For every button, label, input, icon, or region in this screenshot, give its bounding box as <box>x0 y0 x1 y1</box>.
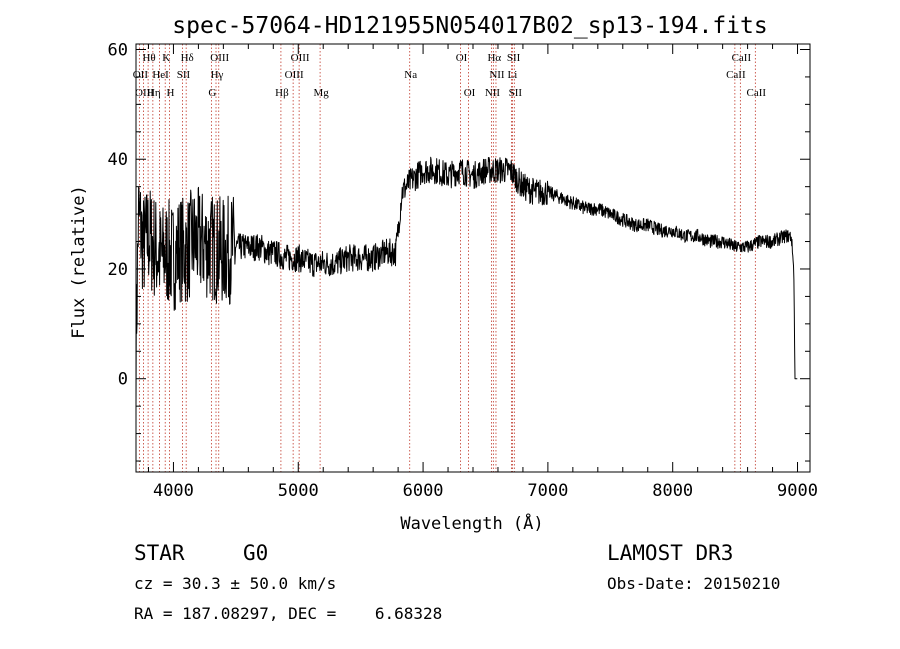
x-tick-label: 5000 <box>278 481 319 501</box>
line-marker-label: OIII <box>135 87 154 99</box>
cz-value: cz = 30.3 ± 50.0 km/s <box>134 574 337 593</box>
x-tick-label: 9000 <box>777 481 818 501</box>
x-tick-label: 4000 <box>153 481 194 501</box>
x-axis-label: Wavelength (Å) <box>400 512 543 534</box>
line-marker-label: OI <box>456 52 468 64</box>
line-marker-label: SII <box>507 52 521 64</box>
line-marker-label: SII <box>177 69 191 81</box>
y-tick-label: 20 <box>108 260 128 280</box>
y-tick-label: 0 <box>118 370 128 390</box>
line-marker-label: Li <box>508 69 518 81</box>
line-marker-label: H <box>166 87 174 99</box>
line-marker-label: OIII <box>291 52 310 64</box>
x-tick-label: 6000 <box>403 481 444 501</box>
spectrum-line <box>135 156 798 407</box>
plot-area: 4000 5000 6000 7000 8000 9000 0 20 40 60 Hθ K Hδ OIII… <box>108 40 818 501</box>
line-marker-label: OIII <box>210 52 229 64</box>
survey-label: LAMOST DR3 <box>607 541 734 565</box>
y-axis-label: Flux (relative) <box>69 185 89 339</box>
obs-date: Obs-Date: 20150210 <box>607 574 781 593</box>
line-marker-label: OII <box>133 69 149 81</box>
chart-title: spec-57064-HD121955N054017B02_sp13-194.f… <box>172 13 767 39</box>
line-marker-label: Hθ <box>142 52 155 64</box>
line-marker-label: NII <box>489 69 505 81</box>
line-marker-label: Hη <box>147 87 161 99</box>
line-marker-label: OIII <box>285 69 304 81</box>
line-marker-label: Hγ <box>211 69 224 81</box>
line-marker-label: NII <box>485 87 501 99</box>
line-marker-label: OI <box>464 87 476 99</box>
line-marker-label: HeI <box>152 69 169 81</box>
line-marker-label: K <box>162 52 170 64</box>
y-tick-label: 40 <box>108 150 128 170</box>
line-marker-label: CaII <box>747 87 767 99</box>
line-marker-label: G <box>208 87 216 99</box>
plot-frame <box>135 43 811 473</box>
subclass-label: G0 <box>243 541 269 565</box>
line-marker-label: CaII <box>732 52 752 64</box>
x-tick-label: 8000 <box>652 481 693 501</box>
line-marker-label: Hδ <box>181 52 194 64</box>
ra-dec-value: RA = 187.08297, DEC = 6.68328 <box>134 604 443 623</box>
line-marker-label: Mg <box>313 87 329 99</box>
line-marker-label: Hβ <box>275 87 289 99</box>
line-marker-label: Na <box>404 69 417 81</box>
line-marker-label: Hα <box>487 52 501 64</box>
y-tick-label: 60 <box>108 40 128 60</box>
line-marker-label: SII <box>509 87 523 99</box>
class-label: STAR <box>134 541 185 565</box>
x-tick-label: 7000 <box>527 481 568 501</box>
line-marker-label: CaII <box>726 69 746 81</box>
